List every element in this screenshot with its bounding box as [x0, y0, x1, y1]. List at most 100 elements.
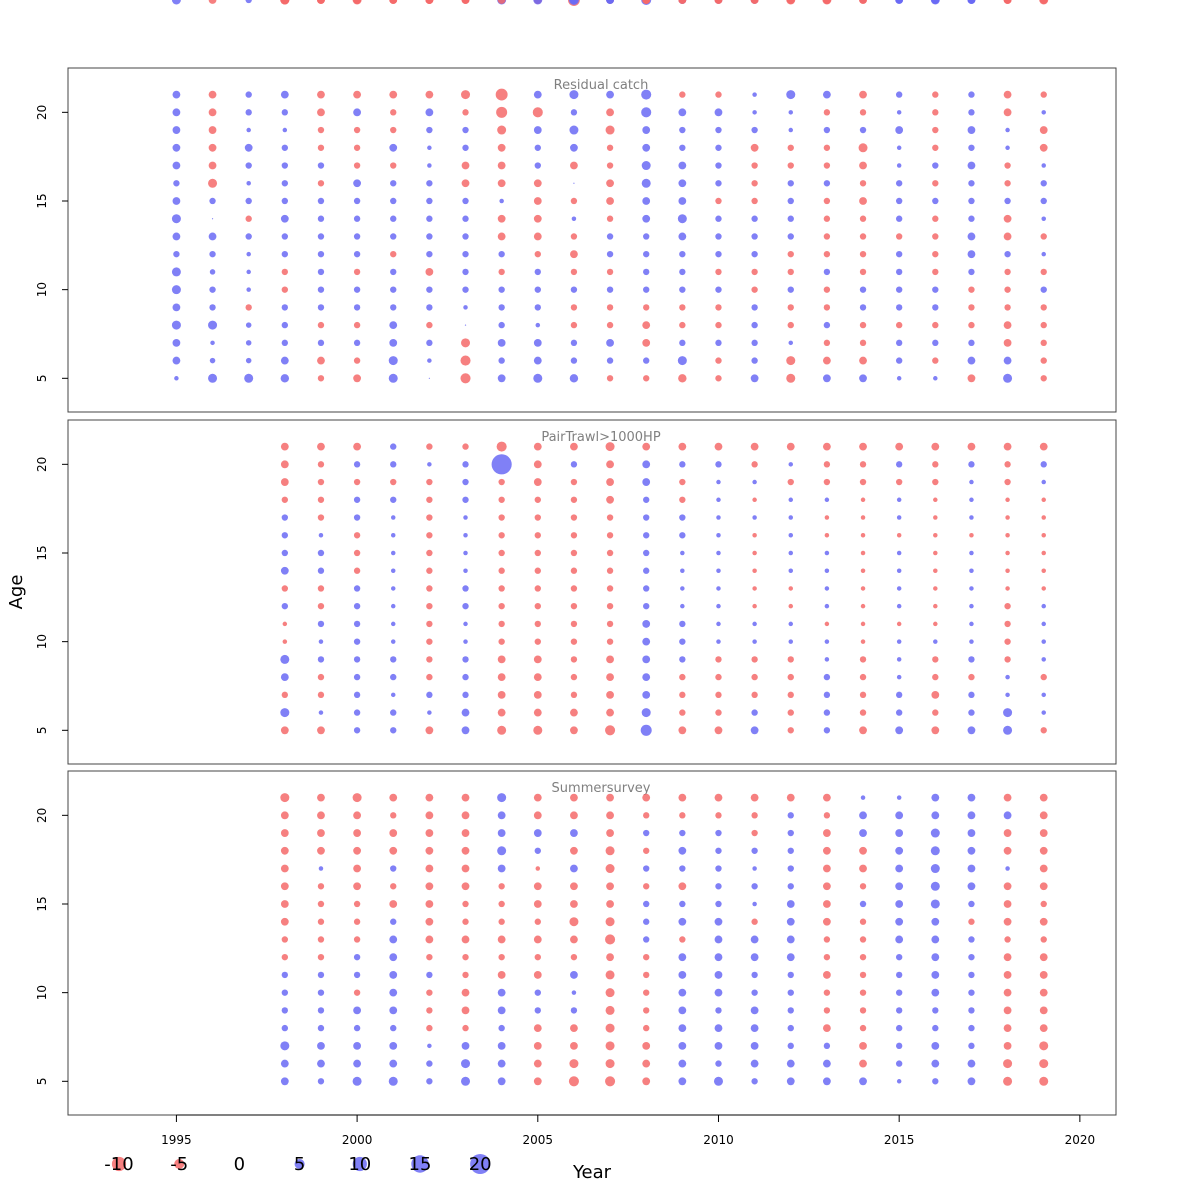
- bubble-point: [1005, 515, 1010, 520]
- bubble-point: [967, 126, 976, 134]
- bubble-point: [462, 268, 469, 276]
- bubble-point: [787, 883, 794, 890]
- bubble-point: [533, 0, 542, 4]
- bubble-point: [1003, 971, 1012, 979]
- bubble-point: [787, 162, 794, 169]
- bubble-point: [317, 180, 325, 187]
- bubble-point: [968, 954, 975, 961]
- bubble-point: [750, 953, 759, 962]
- bubble-point: [1041, 568, 1046, 573]
- panel-frame: [67, 67, 1117, 413]
- bubble-point: [968, 91, 975, 98]
- bubble-point: [750, 935, 759, 944]
- bubble-point: [752, 110, 757, 115]
- bubble-point: [679, 286, 686, 293]
- bubble-point: [353, 603, 361, 610]
- bubble-point: [1040, 727, 1047, 734]
- bubble-point: [859, 109, 867, 116]
- bubble-point: [822, 900, 831, 908]
- bubble-point: [895, 900, 904, 908]
- y-tick-label: 20: [35, 808, 49, 823]
- bubble-point: [752, 479, 757, 485]
- bubble-point: [1003, 442, 1012, 451]
- bubble-point: [679, 691, 686, 699]
- bubble-point: [497, 125, 507, 135]
- bubble-point: [824, 533, 830, 538]
- bubble-point: [678, 442, 687, 451]
- bubble-point: [462, 443, 469, 450]
- bubble-point: [282, 621, 288, 627]
- bubble-point: [390, 533, 396, 538]
- bubble-point: [643, 532, 650, 539]
- bubble-point: [822, 917, 831, 926]
- bubble-point: [751, 162, 758, 169]
- bubble-point: [534, 251, 541, 258]
- bubble-point: [895, 233, 903, 240]
- bubble-point: [426, 339, 433, 347]
- bubble-point: [823, 727, 831, 734]
- bubble-point: [968, 673, 975, 681]
- bubble-point: [642, 1077, 651, 1086]
- bubble-point: [461, 726, 470, 735]
- bubble-point: [606, 495, 614, 504]
- bubble-point: [534, 268, 541, 276]
- bubble-point: [390, 197, 397, 205]
- bubble-point: [643, 812, 650, 819]
- bubble-point: [390, 180, 397, 187]
- bubble-point: [605, 1076, 616, 1087]
- bubble-point: [643, 1024, 650, 1032]
- bubble-point: [715, 673, 722, 681]
- bubble-point: [823, 286, 831, 293]
- bubble-point: [317, 514, 325, 521]
- bubble-point: [967, 250, 976, 259]
- bubble-point: [967, 846, 976, 855]
- panel-title: PairTrawl>1000HP: [541, 430, 661, 445]
- bubble-point: [859, 811, 867, 820]
- bubble-point: [570, 109, 578, 116]
- bubble-point: [787, 478, 794, 486]
- bubble-point: [643, 883, 650, 890]
- bubble-point: [606, 829, 614, 837]
- bubble-point: [570, 233, 578, 240]
- bubble-point: [679, 620, 686, 628]
- bubble-point: [787, 829, 794, 837]
- bubble-point: [317, 304, 325, 311]
- bubble-point: [426, 603, 433, 610]
- bubble-point: [497, 214, 506, 223]
- bubble-point: [533, 126, 542, 134]
- bubble-point: [1003, 846, 1012, 855]
- bubble-point: [497, 690, 506, 699]
- bubble-point: [679, 251, 686, 258]
- bubble-point: [1003, 917, 1012, 926]
- bubble-point: [679, 812, 686, 819]
- bubble-point: [750, 143, 759, 152]
- bubble-point: [353, 215, 361, 222]
- bubble-point: [678, 1024, 687, 1033]
- bubble-point: [714, 726, 723, 735]
- bubble-point: [534, 847, 541, 854]
- bubble-point: [1004, 936, 1011, 943]
- bubble-point: [171, 320, 181, 330]
- bubble-point: [533, 1041, 542, 1050]
- bubble-point: [787, 691, 794, 699]
- bubble-point: [679, 514, 686, 521]
- bubble-point: [353, 1006, 362, 1015]
- bubble-point: [1039, 953, 1048, 962]
- bubble-point: [895, 935, 904, 944]
- bubble-point: [317, 936, 325, 943]
- bubble-point: [353, 339, 361, 347]
- bubble-point: [968, 286, 975, 293]
- bubble-point: [388, 373, 398, 383]
- legend-label: 0: [234, 1154, 245, 1175]
- bubble-point: [751, 233, 758, 240]
- bubble-point: [462, 603, 469, 610]
- bubble-point: [750, 1006, 759, 1015]
- panel-frame: [67, 770, 1117, 1116]
- bubble-point: [933, 515, 938, 520]
- bubble-point: [318, 866, 324, 871]
- bubble-point: [896, 586, 902, 591]
- bubble-point: [1039, 1076, 1049, 1086]
- bubble-point: [389, 90, 398, 99]
- legend-bubble: [111, 1156, 127, 1172]
- y-tick-label: 10: [35, 985, 49, 1000]
